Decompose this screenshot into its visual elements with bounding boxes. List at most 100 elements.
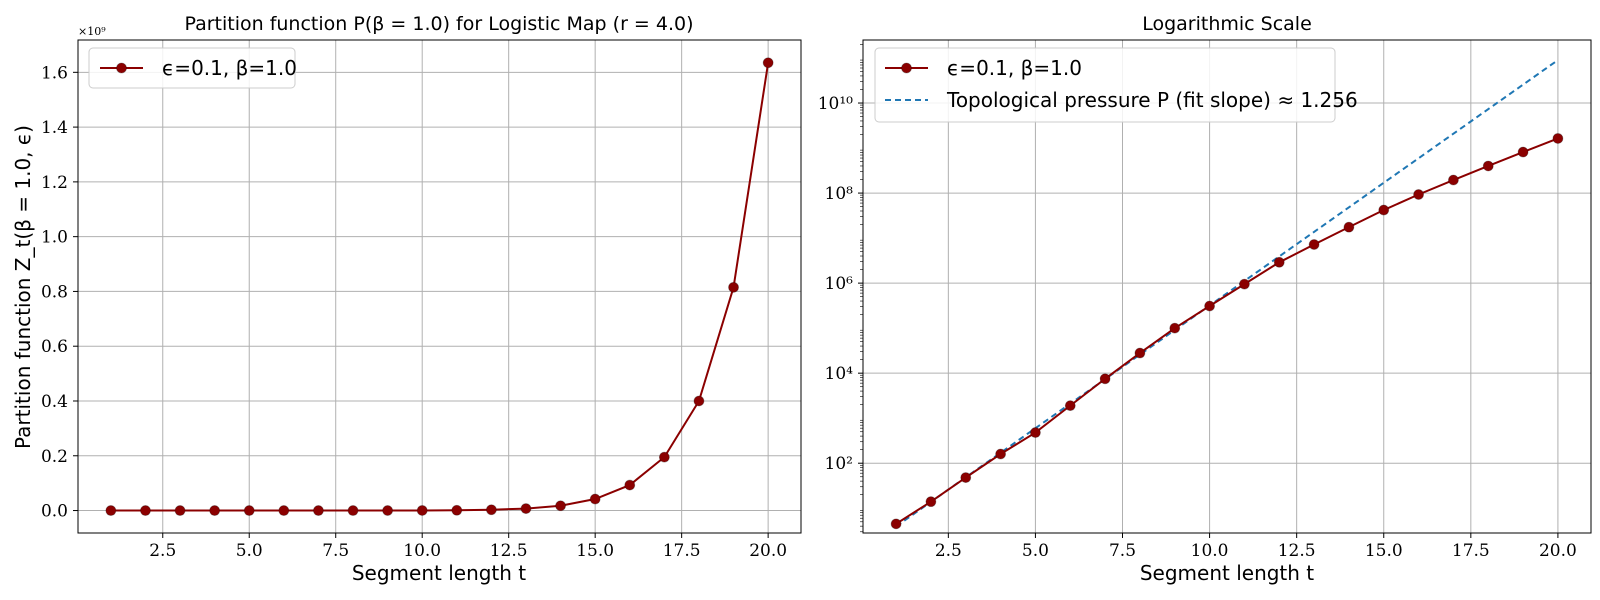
left-data-point bbox=[589, 493, 601, 505]
right-x-tick-label: 15.0 bbox=[1365, 541, 1403, 561]
right-legend-label-data: ϵ=0.1, β=1.0 bbox=[947, 56, 1082, 80]
left-y-tick-label: 1.0 bbox=[41, 228, 68, 248]
left-data-point bbox=[485, 504, 497, 516]
right-legend-label-fit: Topological pressure P (fit slope) ≈ 1.2… bbox=[946, 88, 1358, 112]
left-y-tick-label: 1.4 bbox=[41, 118, 68, 138]
left-y-tick-label: 0.8 bbox=[41, 282, 68, 302]
left-x-tick-label: 5.0 bbox=[236, 541, 263, 561]
right-plot-frame bbox=[862, 39, 1592, 534]
left-data-point bbox=[416, 505, 428, 516]
right-data-point bbox=[1239, 278, 1250, 290]
right-y-tick-label: 10⁸ bbox=[825, 184, 854, 204]
right-data-point bbox=[1448, 174, 1459, 186]
left-data-point bbox=[555, 500, 566, 512]
right-data-point bbox=[1273, 256, 1285, 268]
left-data-point bbox=[728, 281, 739, 293]
left-x-tick-label: 10.0 bbox=[403, 541, 441, 561]
left-data-point bbox=[313, 505, 324, 516]
left-legend-box bbox=[88, 47, 296, 89]
left-data-point bbox=[693, 395, 705, 407]
right-data-point bbox=[1343, 221, 1355, 233]
right-x-axis-label: Segment length t bbox=[1140, 561, 1314, 585]
right-y-tick-label: 10² bbox=[825, 454, 853, 474]
right-x-tick-label: 7.5 bbox=[1109, 541, 1136, 561]
right-x-tick-label: 17.5 bbox=[1452, 541, 1490, 561]
left-x-tick-label: 7.5 bbox=[322, 541, 349, 561]
right-data-point bbox=[1517, 146, 1529, 158]
right-y-tick-label: 10¹⁰ bbox=[818, 94, 853, 114]
right-x-tick-label: 2.5 bbox=[935, 541, 962, 561]
left-y-tick-label: 0.4 bbox=[41, 392, 68, 412]
right-data-point bbox=[1413, 189, 1424, 200]
right-series bbox=[890, 59, 1564, 530]
left-data-point bbox=[105, 505, 117, 516]
right-data-point bbox=[925, 496, 937, 508]
right-data-point bbox=[1099, 373, 1111, 385]
left-series bbox=[105, 57, 774, 516]
left-x-tick-label: 20.0 bbox=[749, 541, 787, 561]
right-y-tick-label: 10⁶ bbox=[825, 274, 854, 294]
left-data-point bbox=[243, 505, 255, 516]
right-data-point bbox=[1552, 133, 1564, 144]
right-data-point bbox=[960, 472, 972, 483]
left-y-offset-text: ×10⁹ bbox=[78, 25, 106, 38]
left-data-point bbox=[520, 503, 532, 514]
right-x-tick-label: 5.0 bbox=[1022, 541, 1049, 561]
right-data-point bbox=[1308, 239, 1320, 250]
left-y-tick-label: 1.2 bbox=[41, 173, 68, 193]
left-y-ticks: 0.0 0.2 0.4 0.6 0.8 1.0 1.2 1.4 1.6 bbox=[41, 63, 78, 522]
left-panel: Partition function P(β = 1.0) for Logist… bbox=[11, 13, 802, 585]
left-data-point bbox=[451, 504, 463, 516]
left-plot-frame bbox=[77, 39, 802, 534]
right-chart-title: Logarithmic Scale bbox=[1142, 13, 1312, 35]
left-legend-label: ϵ=0.1, β=1.0 bbox=[162, 56, 297, 80]
left-y-tick-label: 0.0 bbox=[41, 502, 68, 522]
right-y-ticks: 10² 10⁴ 10⁶ 10⁸ 10¹⁰ bbox=[818, 44, 863, 533]
left-data-point bbox=[140, 505, 151, 516]
left-series-line bbox=[110, 62, 770, 512]
left-data-point bbox=[382, 505, 394, 516]
left-data-point bbox=[209, 505, 221, 516]
right-data-point bbox=[890, 518, 902, 530]
right-data-point bbox=[1482, 160, 1494, 172]
left-x-tick-label: 2.5 bbox=[149, 541, 176, 561]
left-x-axis-label: Segment length t bbox=[352, 561, 526, 585]
right-x-tick-label: 12.5 bbox=[1278, 541, 1316, 561]
right-panel: Logarithmic Scale 2.5 5.0 7.5 10.0 12.5 15.0 1… bbox=[818, 13, 1592, 585]
left-legend-marker bbox=[116, 62, 127, 74]
right-series-line bbox=[895, 137, 1559, 525]
left-x-tick-label: 15.0 bbox=[576, 541, 614, 561]
right-data-point bbox=[1204, 300, 1215, 312]
right-x-tick-label: 20.0 bbox=[1539, 541, 1577, 561]
right-y-tick-label: 10⁴ bbox=[825, 364, 854, 384]
right-legend-box bbox=[874, 47, 1336, 123]
right-data-point bbox=[1134, 347, 1146, 359]
right-x-ticks: 2.5 5.0 7.5 10.0 12.5 15.0 17.5 20.0 bbox=[935, 533, 1577, 561]
left-y-axis-label: Partition function Z_t(β = 1.0, ϵ) bbox=[11, 125, 35, 449]
left-data-point bbox=[762, 57, 774, 69]
left-data-point bbox=[278, 505, 290, 516]
left-grid bbox=[78, 40, 801, 533]
right-data-point bbox=[1169, 322, 1181, 334]
right-data-point bbox=[1030, 427, 1041, 438]
left-y-tick-label: 1.6 bbox=[41, 63, 68, 83]
left-y-tick-label: 0.6 bbox=[41, 337, 68, 357]
left-data-point bbox=[658, 451, 670, 463]
right-data-point bbox=[1064, 400, 1076, 412]
right-x-tick-label: 10.0 bbox=[1191, 541, 1229, 561]
left-legend: ϵ=0.1, β=1.0 bbox=[88, 47, 297, 89]
left-x-tick-label: 12.5 bbox=[490, 541, 528, 561]
left-data-point bbox=[174, 505, 186, 516]
left-x-ticks: 2.5 5.0 7.5 10.0 12.5 15.0 17.5 20.0 bbox=[149, 533, 787, 561]
left-data-point bbox=[624, 479, 636, 491]
right-legend: ϵ=0.1, β=1.0 Topological pressure P (fit… bbox=[874, 47, 1358, 123]
left-data-point bbox=[347, 505, 359, 516]
right-data-point bbox=[995, 448, 1006, 460]
left-chart-title: Partition function P(β = 1.0) for Logist… bbox=[184, 13, 693, 35]
left-y-tick-label: 0.2 bbox=[41, 447, 68, 467]
left-x-tick-label: 17.5 bbox=[663, 541, 701, 561]
right-legend-marker-data bbox=[901, 62, 912, 74]
right-fit-line bbox=[895, 59, 1559, 528]
right-data-point bbox=[1378, 204, 1390, 216]
